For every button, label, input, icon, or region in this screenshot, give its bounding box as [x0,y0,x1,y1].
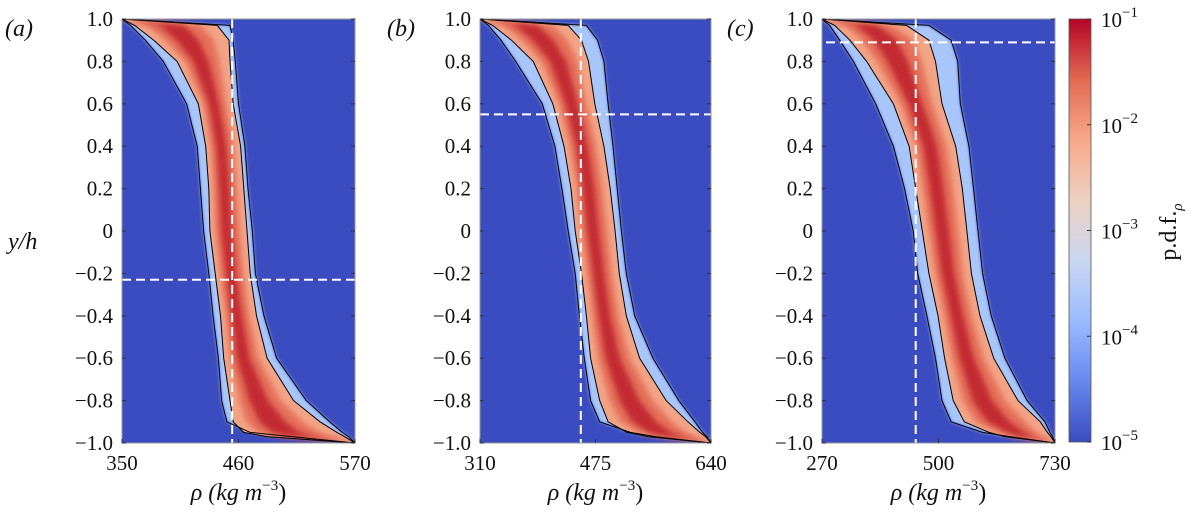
contour-inner-right [122,19,355,443]
y-tick-label: 0 [803,219,814,243]
y-tick-label: 1.0 [445,7,471,31]
colorbar-label-sub: ρ [1170,203,1186,211]
y-tick-label: −1.0 [75,431,113,455]
y-tick-label: −0.2 [775,261,813,285]
colorbar-tick-exp: −2 [1122,111,1138,127]
y-tick-label: −0.6 [775,346,813,370]
contour-inner-right [822,19,1055,443]
y-tick-label: 0.4 [87,134,114,158]
contour-inner-left [822,19,1055,443]
colorbar-label-base: p.d.f. [1156,211,1182,261]
colorbar-tick-exp: −4 [1122,322,1138,338]
y-tick-label: −1.0 [433,431,471,455]
colorbar-label: p.d.f.ρ [1156,203,1186,260]
pdf-field [122,19,355,443]
colorbar-tick-base: 10 [1101,8,1122,32]
contour-inner-right [480,19,711,443]
contour-outer-right [822,19,1055,443]
x-axis-label-sup: −3 [962,478,978,494]
x-tick-label: 730 [1039,451,1071,475]
x-axis-label-sup: −3 [619,478,635,494]
y-axis-label: y/h [6,229,37,255]
y-tick-label: −0.4 [433,304,472,328]
y-tick-label: 0 [103,219,114,243]
x-axis-label: ρ (kg m−3) [890,478,986,506]
y-tick-label: 0.2 [787,177,813,201]
colorbar-tick-base: 10 [1101,220,1122,244]
high-probability-band [122,19,355,443]
x-axis-label-close: ) [278,480,286,506]
x-axis-label-base: ρ (kg m [547,480,620,506]
y-tick-label: −0.4 [75,304,114,328]
x-axis-label-sup: −3 [262,478,278,494]
y-tick-label: 0.8 [787,49,813,73]
colorbar-tick-label: 10−5 [1101,428,1138,455]
colorbar-tick-base: 10 [1101,114,1122,138]
contour-outer-right [480,19,711,443]
x-tick-label: 570 [339,451,371,475]
y-tick-label: −0.6 [433,346,471,370]
peak-probability-ridge [822,19,1055,443]
contour-inner-left [480,19,711,443]
colorbar-tick-label: 10−1 [1101,5,1138,32]
colorbar-tick-base: 10 [1101,431,1122,455]
panel-label: (a) [5,16,33,42]
y-tick-label: 0.6 [787,92,813,116]
x-tick-label: 460 [223,451,255,475]
pdf-field [822,19,1055,443]
pdf-field [480,19,711,443]
colorbar-tick-exp: −1 [1122,5,1138,21]
y-tick-label: 0.8 [87,49,113,73]
contour-outer-right [122,19,355,443]
x-axis-label: ρ (kg m−3) [547,478,643,506]
contour-outer-left [822,19,1055,443]
x-axis-label-close: ) [635,480,643,506]
y-tick-label: 0.6 [87,92,113,116]
panel-label: (b) [387,16,415,42]
x-axis-label-base: ρ (kg m [890,480,963,506]
colorbar: 10−110−210−310−410−5p.d.f.ρ [1068,5,1186,455]
colorbar-tick-label: 10−2 [1101,111,1138,138]
y-tick-label: 0.2 [445,177,471,201]
colorbar-tick-exp: −5 [1122,428,1138,444]
y-tick-label: −0.2 [433,261,471,285]
y-tick-label: −0.8 [433,389,471,413]
x-tick-label: 310 [464,451,496,475]
y-tick-label: −0.8 [775,389,813,413]
contour-outer-left [480,19,711,443]
colorbar-tick-label: 10−3 [1101,217,1138,244]
y-tick-label: −0.8 [75,389,113,413]
contour-inner-left [122,19,355,443]
colorbar-tick-exp: −3 [1122,217,1138,233]
x-axis-label: ρ (kg m−3) [190,478,286,506]
x-tick-label: 350 [106,451,138,475]
y-tick-label: 0.6 [445,92,471,116]
y-tick-label: −1.0 [775,431,813,455]
x-axis-label-base: ρ (kg m [190,480,263,506]
y-tick-label: 1.0 [787,7,813,31]
x-tick-label: 500 [923,451,955,475]
y-tick-label: −0.4 [775,304,814,328]
x-axis-label-close: ) [978,480,986,506]
colorbar-tick-base: 10 [1101,325,1122,349]
y-tick-label: −0.6 [75,346,113,370]
y-tick-label: 0.2 [87,177,113,201]
peak-probability-ridge [122,19,355,443]
colorbar-tick-label: 10−4 [1101,322,1138,349]
y-tick-label: 0.8 [445,49,471,73]
y-tick-label: 0 [461,219,472,243]
x-tick-label: 640 [695,451,727,475]
y-tick-label: −0.2 [75,261,113,285]
y-tick-label: 0.4 [787,134,814,158]
panel-label: (c) [727,16,754,42]
x-tick-label: 270 [806,451,838,475]
y-tick-label: 0.4 [445,134,472,158]
y-tick-label: 1.0 [87,7,113,31]
peak-probability-ridge [480,19,711,443]
x-tick-label: 475 [580,451,612,475]
